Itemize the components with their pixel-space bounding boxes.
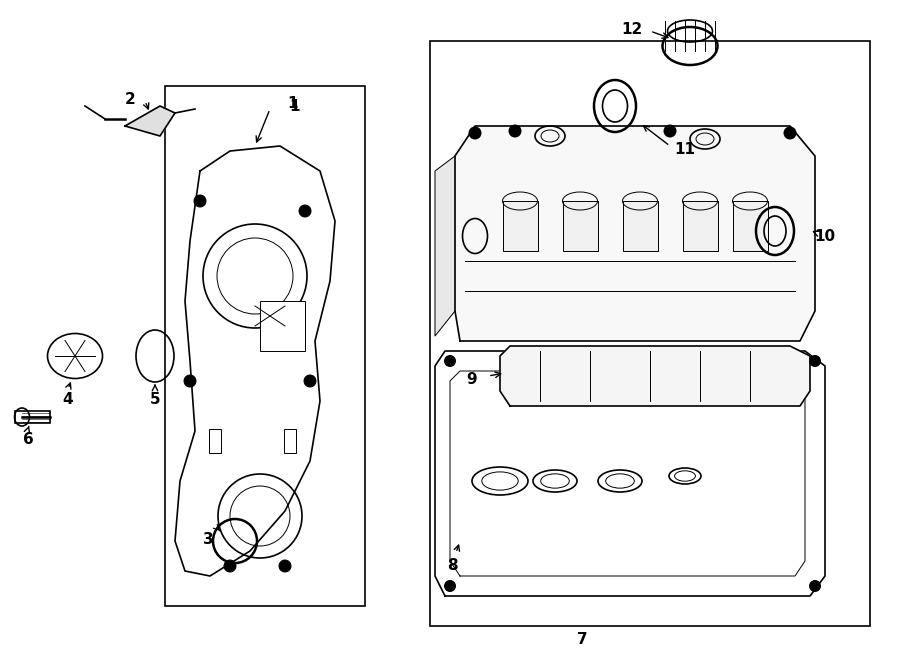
Text: 1: 1	[288, 95, 298, 110]
Text: 12: 12	[621, 22, 643, 36]
Polygon shape	[500, 346, 810, 406]
Bar	[260, 301, 305, 351]
Circle shape	[809, 580, 821, 592]
Text: 10: 10	[814, 229, 835, 243]
Bar	[209, 429, 221, 453]
Text: 4: 4	[63, 391, 73, 407]
Circle shape	[809, 355, 821, 367]
Circle shape	[224, 560, 236, 572]
Text: 6: 6	[22, 432, 33, 446]
Text: 5: 5	[149, 391, 160, 407]
Polygon shape	[125, 106, 175, 136]
Text: 3: 3	[202, 531, 213, 547]
Text: 2: 2	[124, 91, 135, 106]
Circle shape	[444, 355, 456, 367]
Circle shape	[663, 124, 677, 137]
Bar	[733, 201, 768, 251]
Bar	[284, 429, 296, 453]
Circle shape	[194, 195, 206, 207]
Text: 8: 8	[446, 559, 457, 574]
Bar	[563, 201, 598, 251]
Circle shape	[469, 126, 482, 139]
Bar	[165, 86, 365, 606]
Circle shape	[184, 375, 196, 387]
Text: 1: 1	[290, 98, 301, 114]
Circle shape	[784, 126, 796, 139]
Text: 7: 7	[577, 631, 588, 646]
Bar	[430, 41, 870, 626]
Circle shape	[304, 375, 316, 387]
Circle shape	[279, 560, 291, 572]
Bar	[683, 201, 718, 251]
Polygon shape	[455, 126, 815, 341]
Text: 9: 9	[467, 371, 477, 387]
Bar	[15, 411, 50, 423]
Bar	[503, 201, 538, 251]
Text: 11: 11	[674, 141, 696, 157]
Polygon shape	[435, 156, 455, 336]
Circle shape	[444, 580, 456, 592]
Circle shape	[299, 205, 311, 217]
Circle shape	[508, 124, 521, 137]
Bar	[623, 201, 658, 251]
